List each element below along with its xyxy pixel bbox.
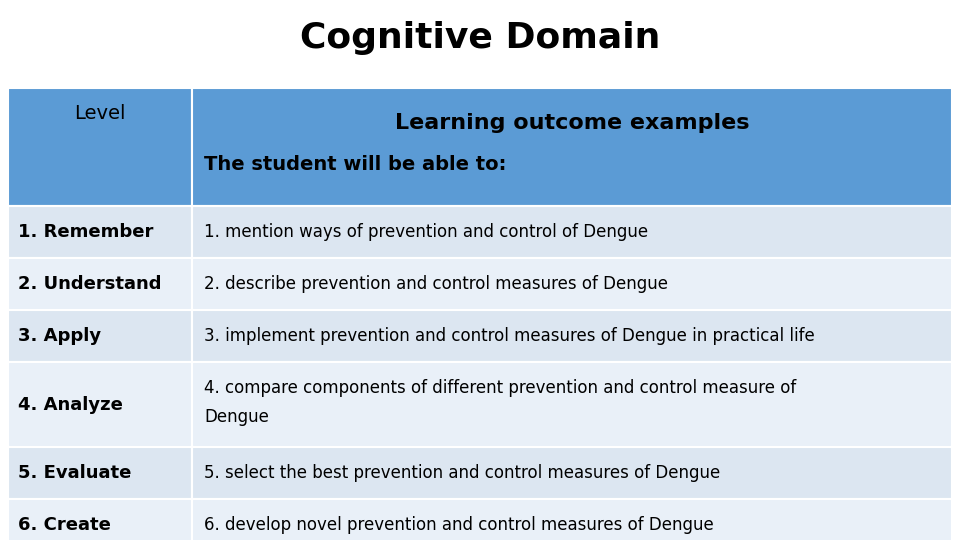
Bar [192,362,952,447]
Bar [8,499,192,540]
Bar [192,447,952,499]
Text: 5. Evaluate: 5. Evaluate [18,464,132,482]
Text: The student will be able to:: The student will be able to: [204,155,507,174]
Text: 6. Create: 6. Create [18,516,110,534]
Text: 6. develop novel prevention and control measures of Dengue: 6. develop novel prevention and control … [204,516,714,534]
Text: Level: Level [74,104,126,124]
Text: 1. Remember: 1. Remember [18,223,154,241]
Text: 2. Understand: 2. Understand [18,275,161,293]
Bar [8,362,192,447]
Bar [8,258,192,310]
Bar [8,88,192,206]
Bar [192,499,952,540]
Bar [192,206,952,258]
Text: 2. describe prevention and control measures of Dengue: 2. describe prevention and control measu… [204,275,668,293]
Text: 4. Analyze: 4. Analyze [18,395,123,414]
Bar [192,310,952,362]
Text: 3. implement prevention and control measures of Dengue in practical life: 3. implement prevention and control meas… [204,327,815,345]
Text: 5. select the best prevention and control measures of Dengue: 5. select the best prevention and contro… [204,464,720,482]
Text: Cognitive Domain: Cognitive Domain [300,21,660,55]
Bar [8,206,192,258]
Text: 4. compare components of different prevention and control measure of
Dengue: 4. compare components of different preve… [204,379,797,426]
Text: 1. mention ways of prevention and control of Dengue: 1. mention ways of prevention and contro… [204,223,648,241]
Bar [192,258,952,310]
Text: Learning outcome examples: Learning outcome examples [395,113,750,133]
Bar [192,88,952,206]
Bar [8,310,192,362]
Bar [8,447,192,499]
Text: 3. Apply: 3. Apply [18,327,101,345]
